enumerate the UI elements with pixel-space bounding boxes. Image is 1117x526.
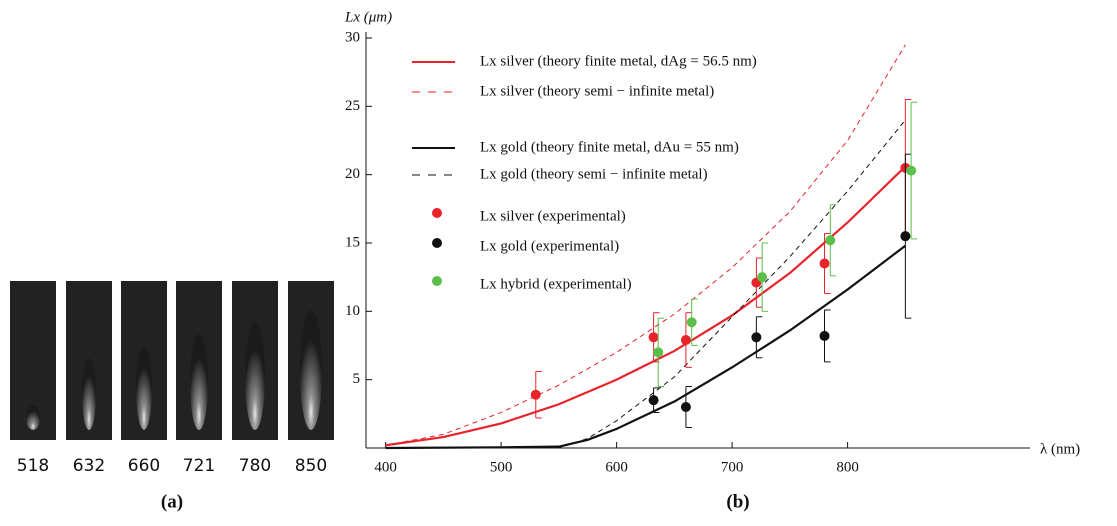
data-point xyxy=(530,389,541,400)
x-axis-label: λ (nm) xyxy=(1040,441,1080,457)
series-line xyxy=(385,165,907,447)
legend-label: Lx silver (experimental) xyxy=(480,208,626,224)
series-line xyxy=(385,119,906,449)
x-tick-label: 800 xyxy=(836,459,859,475)
image-label: 780 xyxy=(239,456,271,476)
y-tick-label: 5 xyxy=(353,371,361,387)
legend-label: Lx gold (theory finite metal, dAu = 55 n… xyxy=(480,139,739,155)
data-point xyxy=(757,272,768,283)
data-point xyxy=(648,332,659,343)
data-point xyxy=(680,402,691,412)
image-label: 518 xyxy=(17,456,49,476)
caption-a: (a) xyxy=(161,491,183,512)
x-tick-label: 400 xyxy=(374,459,397,475)
legend-swatch xyxy=(432,276,442,286)
beam-glow xyxy=(82,358,96,430)
image-label: 850 xyxy=(295,456,327,476)
legend-label: Lx gold (theory semi − infinite metal) xyxy=(480,166,708,182)
series-line xyxy=(385,244,907,450)
legend-swatch xyxy=(432,238,442,248)
y-tick-label: 10 xyxy=(345,303,360,319)
beam-glow xyxy=(26,405,40,430)
image-label: 660 xyxy=(128,456,160,476)
x-tick-label: 500 xyxy=(490,459,513,475)
image-label: 721 xyxy=(183,456,215,476)
panel-a: 518 632 660 721 780 850 xyxy=(10,281,334,476)
legend-label: Lx silver (theory semi − infinite metal) xyxy=(480,83,714,99)
data-point xyxy=(751,332,762,343)
beam-glow xyxy=(245,322,265,430)
legend-swatch xyxy=(432,208,442,218)
x-tick-label: 600 xyxy=(605,459,628,475)
data-point xyxy=(648,395,659,406)
legend-label: Lx gold (experimental) xyxy=(480,238,619,254)
data-point xyxy=(686,317,697,328)
y-tick-label: 15 xyxy=(345,234,360,250)
data-point xyxy=(906,165,917,176)
data-point xyxy=(819,330,830,341)
data-point xyxy=(900,231,911,242)
caption-b: (b) xyxy=(726,491,749,512)
y-axis-label: Lx (μm) xyxy=(344,9,392,25)
y-tick-label: 20 xyxy=(345,166,360,182)
beam-glow xyxy=(136,346,152,430)
data-point xyxy=(825,235,836,246)
image-label: 632 xyxy=(73,456,105,476)
beam-glow xyxy=(190,334,208,430)
y-tick-label: 25 xyxy=(345,98,360,114)
data-point xyxy=(819,258,830,269)
data-point xyxy=(653,347,664,358)
data-point xyxy=(680,335,691,346)
y-tick-label: 30 xyxy=(345,29,360,45)
legend-label: Lx hybrid (experimental) xyxy=(480,276,632,292)
x-tick-label: 700 xyxy=(721,459,744,475)
beam-glow xyxy=(300,310,322,430)
legend-label: Lx silver (theory finite metal, dAg = 56… xyxy=(480,53,757,69)
series-line xyxy=(385,44,906,446)
